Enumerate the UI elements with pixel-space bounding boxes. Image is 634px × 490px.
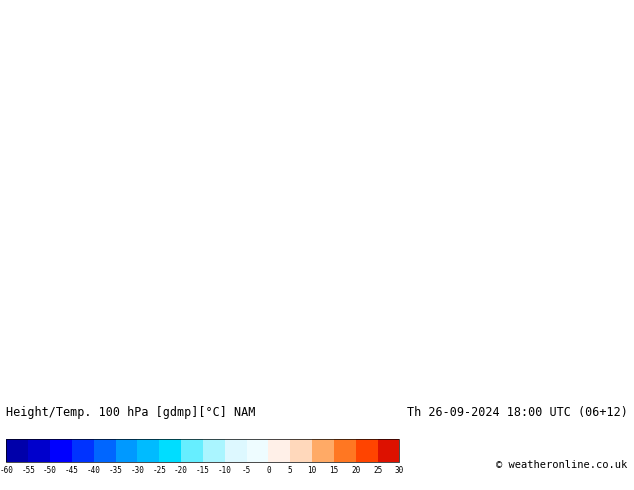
Text: 0: 0 [266,466,271,475]
Text: 15: 15 [329,466,339,475]
Bar [138,439,159,462]
Bar [28,439,50,462]
Text: -10: -10 [218,466,231,475]
Bar [378,439,399,462]
Bar [290,439,312,462]
Bar [203,439,224,462]
Bar [94,439,115,462]
Bar [334,439,356,462]
Bar [312,439,334,462]
Bar [6,439,399,462]
Text: -50: -50 [43,466,57,475]
Text: © weatheronline.co.uk: © weatheronline.co.uk [496,460,628,469]
Text: 25: 25 [373,466,382,475]
Bar [268,439,290,462]
Text: -40: -40 [87,466,101,475]
Text: Th 26-09-2024 18:00 UTC (06+12): Th 26-09-2024 18:00 UTC (06+12) [407,406,628,419]
Bar [50,439,72,462]
Bar [224,439,247,462]
Bar [181,439,203,462]
Text: -20: -20 [174,466,188,475]
Text: 10: 10 [307,466,317,475]
Text: -30: -30 [131,466,145,475]
Bar [6,439,28,462]
Text: 30: 30 [395,466,404,475]
Text: -35: -35 [108,466,122,475]
Text: -5: -5 [242,466,251,475]
Text: -25: -25 [152,466,166,475]
Text: Height/Temp. 100 hPa [gdmp][°C] NAM: Height/Temp. 100 hPa [gdmp][°C] NAM [6,406,256,419]
Bar [115,439,138,462]
Bar [356,439,378,462]
Text: cartopy required: cartopy required [236,187,398,205]
Text: 20: 20 [351,466,360,475]
Text: -45: -45 [65,466,79,475]
Text: -60: -60 [0,466,13,475]
Bar [247,439,268,462]
Text: 5: 5 [288,466,292,475]
Bar [159,439,181,462]
Text: -15: -15 [196,466,210,475]
Text: -55: -55 [22,466,35,475]
Bar [72,439,94,462]
